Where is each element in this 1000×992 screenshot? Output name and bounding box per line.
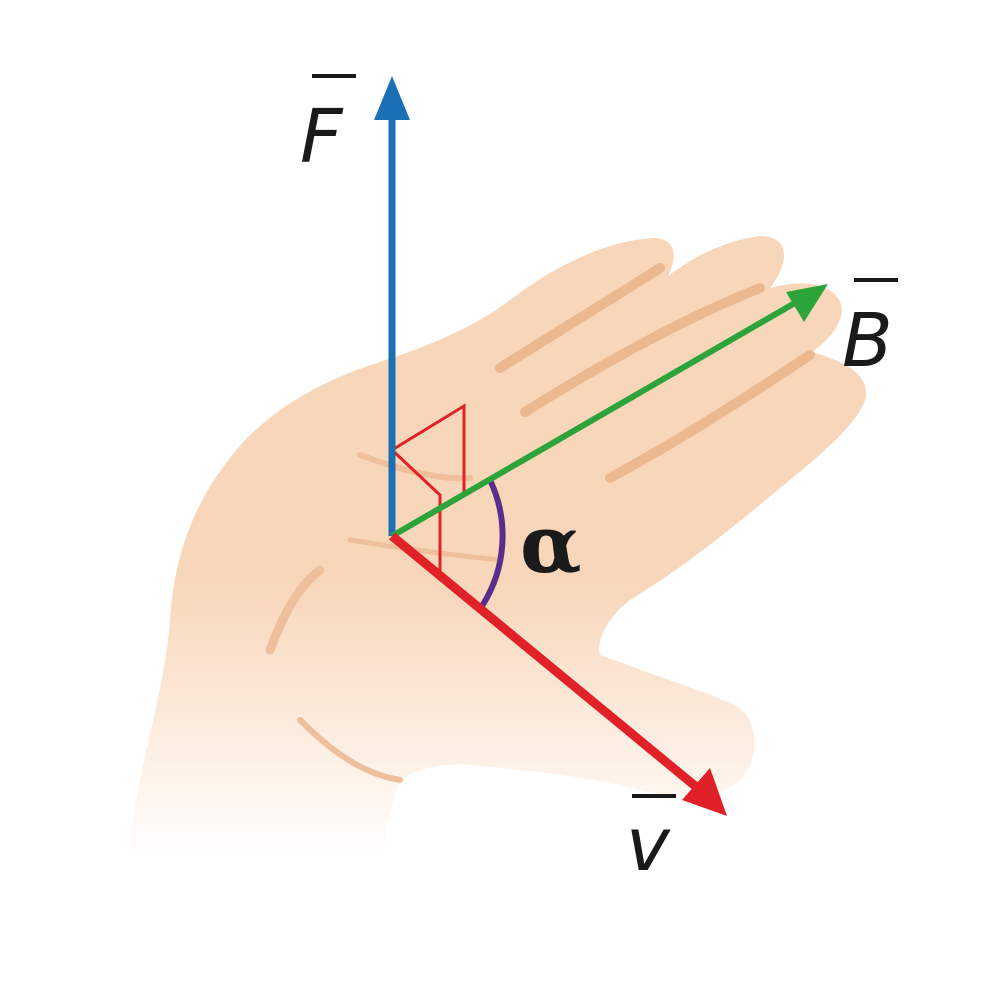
- field-label-group: B: [842, 278, 898, 384]
- force-label-group: F: [300, 74, 356, 180]
- field-label: B: [842, 298, 893, 384]
- field-vector: [390, 284, 828, 539]
- angle-arc: [479, 478, 506, 608]
- palm-crease: [347, 537, 503, 563]
- velocity-label: v: [626, 802, 671, 888]
- palm-crease: [357, 452, 473, 482]
- right-angle-mark-f-b: [391, 403, 466, 495]
- finger-crease: [520, 283, 765, 417]
- palm-crease: [265, 565, 325, 655]
- finger-crease: [495, 263, 665, 373]
- velocity-label-group: v: [626, 794, 676, 888]
- right-angle-markers: [390, 403, 466, 574]
- force-arrowhead: [374, 76, 410, 120]
- hand-illustration: [130, 236, 867, 860]
- thumb-crease: [297, 717, 403, 783]
- force-label: F: [300, 94, 344, 180]
- velocity-vector: [389, 532, 727, 816]
- velocity-arrowhead: [682, 768, 727, 816]
- field-arrowhead: [786, 284, 828, 322]
- angle-label: α: [520, 497, 582, 591]
- right-angle-mark-f-v: [390, 448, 442, 574]
- palm-shape: [130, 236, 867, 860]
- force-vector: [374, 76, 410, 536]
- finger-crease: [605, 350, 815, 483]
